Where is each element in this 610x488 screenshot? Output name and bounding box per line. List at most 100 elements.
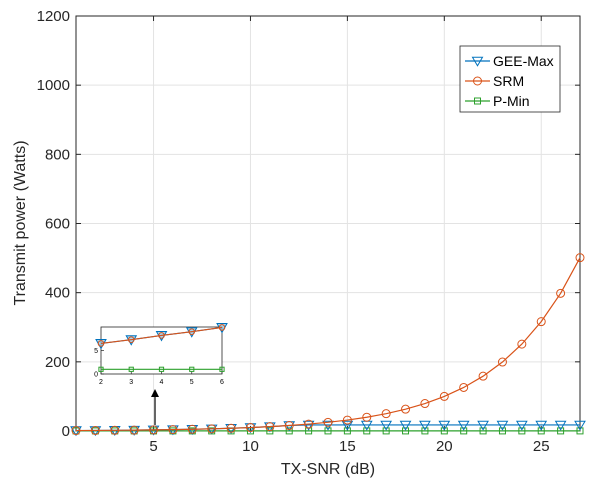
data-point: [537, 427, 545, 435]
data-point: [554, 420, 567, 431]
y-tick-label: 800: [45, 146, 70, 163]
data-point: [381, 409, 391, 419]
data-point: [536, 317, 546, 327]
x-axis-label: TX-SNR (dB): [281, 461, 375, 478]
series-srm: [71, 253, 585, 436]
data-point: [556, 288, 566, 298]
inset-data-point: [158, 332, 165, 339]
data-point: [302, 420, 315, 431]
x-tick-label: 25: [533, 438, 550, 455]
data-point: [90, 425, 100, 435]
data-point: [341, 420, 354, 431]
x-tick-label: 10: [242, 438, 259, 455]
data-point: [515, 420, 528, 431]
data-point: [421, 427, 429, 435]
data-point: [129, 425, 139, 435]
data-point: [71, 426, 81, 436]
x-tick-label: 15: [339, 438, 356, 455]
data-point: [440, 427, 448, 435]
data-point: [497, 357, 507, 367]
data-point: [226, 423, 236, 433]
data-point: [207, 424, 217, 434]
series-line: [75, 257, 581, 432]
data-point: [323, 417, 333, 427]
legend: GEE-Max SRM P-Min: [459, 45, 561, 113]
legend-label: P-Min: [493, 93, 530, 109]
legend-marker: [474, 97, 481, 105]
x-tick-label: 20: [436, 438, 453, 455]
inset-data-point: [97, 340, 105, 347]
data-point: [477, 420, 489, 431]
inset-x-tick-label: 2: [99, 379, 103, 386]
data-point: [479, 427, 487, 435]
data-point: [576, 427, 584, 435]
y-tick-label: 600: [45, 216, 70, 233]
inset-pointer-arrow: [151, 389, 159, 425]
data-point: [343, 427, 351, 435]
legend-items: GEE-Max SRM P-Min: [465, 53, 554, 109]
data-point: [557, 427, 565, 435]
data-point: [342, 415, 352, 425]
data-point: [304, 419, 314, 429]
inset-data-point: [127, 336, 135, 343]
data-point: [459, 382, 469, 392]
data-point: [439, 391, 449, 401]
data-point: [399, 420, 412, 431]
inset-x-tick-label: 5: [190, 379, 194, 386]
y-tick-label: 0: [62, 423, 70, 440]
inset-series-p-min: [98, 366, 225, 372]
data-point: [168, 425, 178, 435]
data-point: [285, 427, 293, 435]
data-point: [402, 427, 410, 435]
data-point: [266, 427, 274, 435]
data-point: [478, 371, 488, 381]
data-point: [574, 420, 586, 431]
inset-y-tick-label: 0: [94, 372, 98, 379]
data-point: [380, 420, 393, 431]
inset-series-line: [100, 326, 223, 344]
data-point: [420, 399, 430, 409]
data-point: [438, 420, 451, 431]
data-point: [245, 423, 255, 433]
y-tick-label: 200: [45, 354, 70, 371]
inset-data-point: [98, 366, 104, 372]
inset-y-tick-label: 5: [94, 348, 98, 355]
y-tick-label: 1000: [37, 77, 70, 94]
data-point: [535, 420, 548, 431]
data-point: [324, 427, 332, 435]
legend-label: GEE-Max: [493, 53, 554, 69]
legend-label: SRM: [493, 73, 524, 89]
arrow-head: [151, 389, 159, 397]
data-point: [401, 404, 411, 414]
data-point: [518, 427, 526, 435]
data-point: [575, 253, 585, 263]
inset-data-point: [189, 366, 195, 372]
inset-data-point: [128, 366, 134, 372]
data-point: [284, 421, 294, 431]
data-point: [382, 427, 390, 435]
legend-marker: [473, 76, 482, 86]
data-point: [110, 425, 120, 435]
data-point: [457, 420, 470, 431]
data-point: [498, 427, 506, 435]
inset-x-tick-label: 4: [160, 379, 164, 386]
legend-marker: [471, 56, 484, 67]
y-tick-label: 1200: [37, 8, 70, 25]
data-point: [419, 420, 431, 431]
y-axis-label: Transmit power (Watts): [12, 140, 29, 305]
data-point: [496, 420, 509, 431]
data-point: [460, 427, 468, 435]
inset-zoom-plot: 2 3 4 5 6 0 5: [94, 322, 228, 386]
x-tick-label: 5: [149, 438, 157, 455]
data-point: [363, 427, 371, 435]
series-p-min: [72, 427, 584, 435]
inset-data-point: [158, 366, 165, 372]
inset-series-srm: [97, 324, 226, 347]
inset-x-tick-label: 6: [220, 379, 224, 386]
inset-data-point: [218, 324, 226, 331]
data-point: [149, 425, 159, 435]
inset-x-tick-label: 3: [129, 379, 133, 386]
